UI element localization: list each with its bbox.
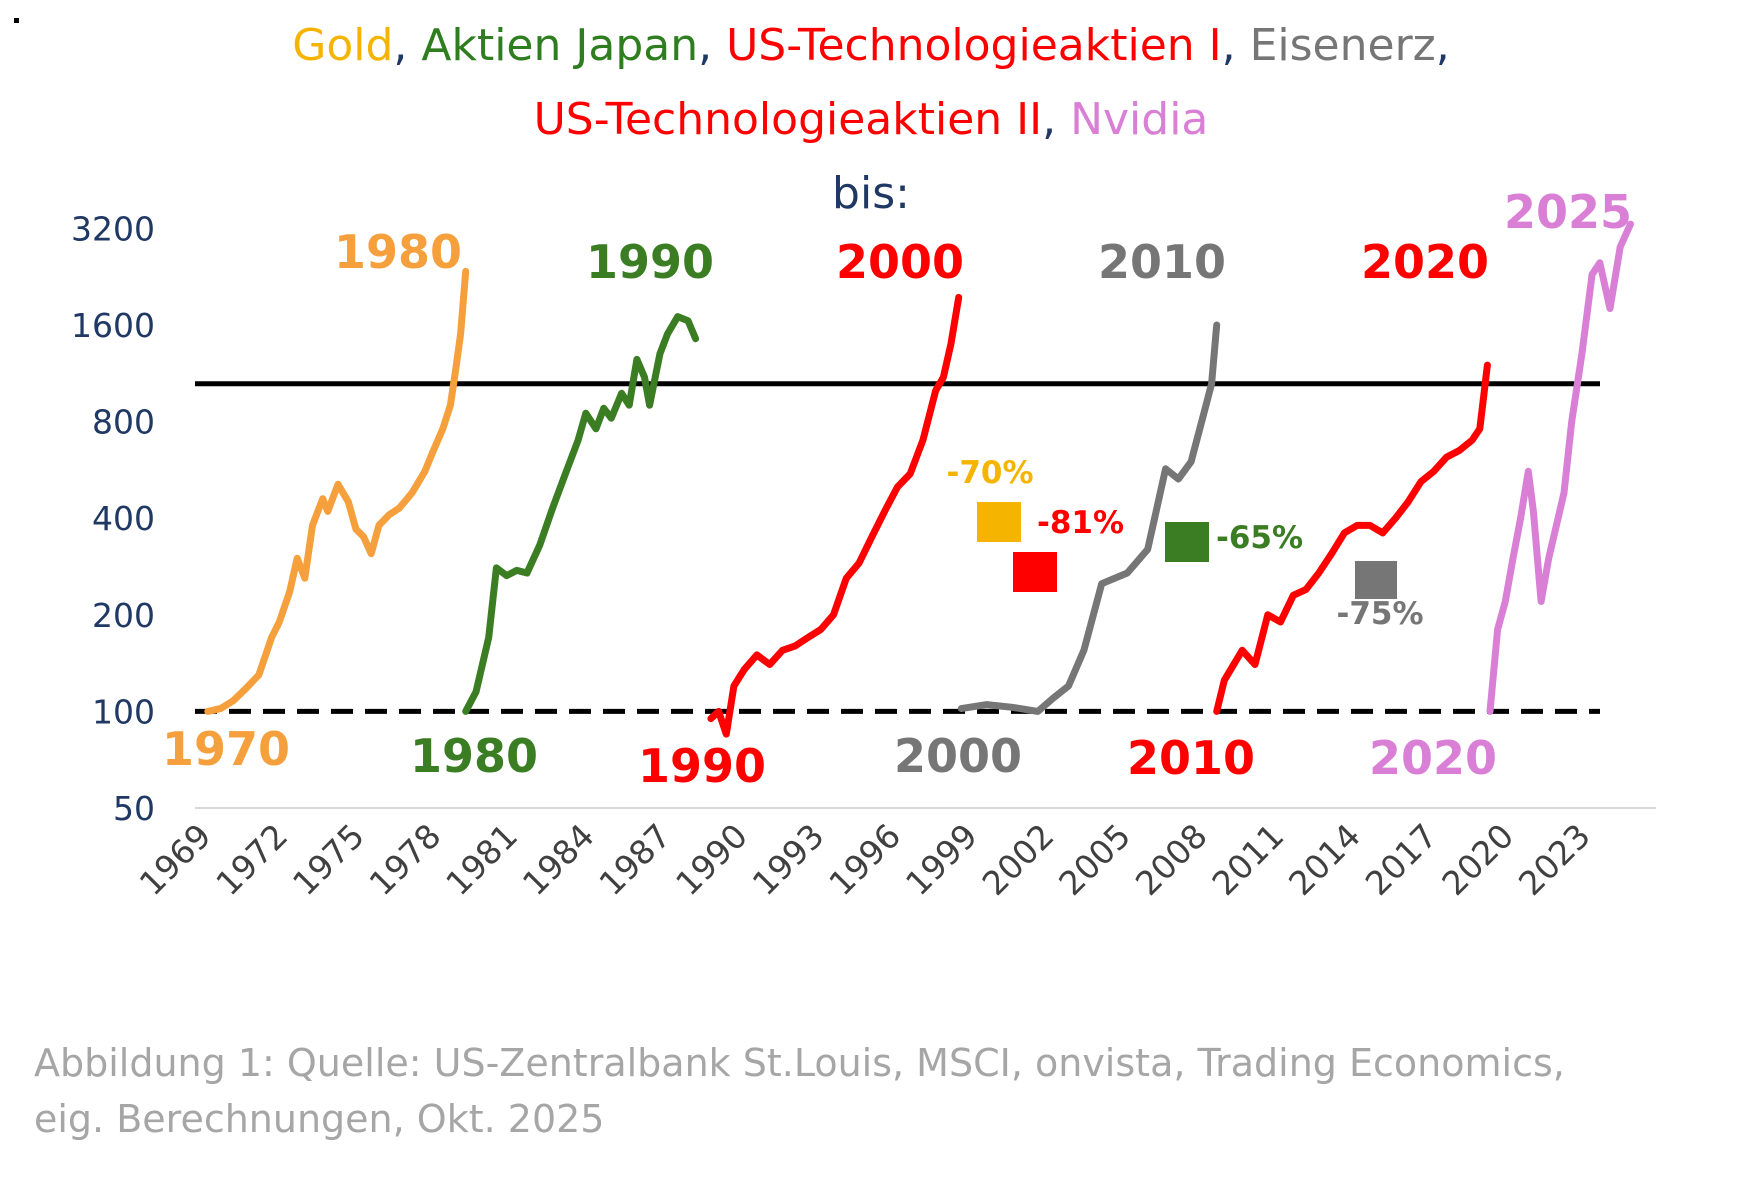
series-line [1486,220,1634,715]
series-line [1213,361,1491,715]
series-year-label: 2010 [1127,731,1255,785]
series-line [707,293,963,738]
series-year-label: 2000 [836,235,964,289]
drawdown-label: -65% [1216,520,1303,556]
title-segment: , [393,20,422,71]
y-tick-label: 800 [92,403,155,442]
title-segment: , [1221,20,1250,71]
drawdown-marker [1355,561,1397,599]
x-tick-label: 2014 [1281,816,1368,903]
series-year-label: 1980 [410,729,538,783]
drawdown-marker [1013,552,1057,592]
x-tick-label: 2008 [1128,816,1215,903]
title-segment: US-Technologieaktien II [533,94,1043,145]
x-tick-label: 2023 [1511,816,1598,903]
series-year-label: 1980 [334,225,462,279]
series-year-label: 1990 [586,235,714,289]
x-tick-label: 1990 [668,816,755,903]
series-year-label: 1970 [162,722,290,776]
series-line [204,267,470,715]
chart-area: 5010020040080016003200196919721975197819… [71,185,1656,903]
y-tick-label: 200 [92,596,155,635]
x-tick-label: 2017 [1358,816,1445,903]
chart-title-line-2: US-Technologieaktien II, Nvidia [0,92,1742,148]
series-year-label: 2010 [1098,235,1226,289]
series-year-label: 2020 [1361,235,1489,289]
title-segment: , [698,20,727,71]
x-tick-label: 2011 [1204,816,1291,903]
drawdown-label: -81% [1037,505,1124,541]
x-tick-label: 1981 [438,816,525,903]
corner-dot [14,18,19,23]
series-year-label: 2020 [1369,731,1497,785]
x-tick-label: 1978 [362,816,449,903]
drawdown-marker [1165,522,1209,562]
caption-line-1: Abbildung 1: Quelle: US-Zentralbank St.L… [34,1041,1565,1085]
drawdown-label: -70% [946,455,1033,491]
x-tick-label: 2020 [1434,816,1521,903]
chart-title-line-3: bis: [832,168,910,219]
series-year-label: 1990 [638,739,766,793]
y-tick-label: 50 [113,789,155,828]
x-tick-label: 1987 [591,816,678,903]
title-segment: Eisenerz [1249,20,1436,71]
title-segment: Aktien Japan [421,20,699,71]
figure-caption: Abbildung 1: Quelle: US-Zentralbank St.L… [34,1035,1714,1147]
y-tick-label: 1600 [71,306,155,345]
title-segment: Gold [292,20,394,71]
x-tick-label: 1972 [208,816,295,903]
title-segment: , [1435,20,1450,71]
y-tick-label: 400 [92,499,155,538]
x-tick-label: 2005 [1051,816,1138,903]
drawdown-marker [977,502,1021,542]
series-year-label: 2000 [894,729,1022,783]
title-segment: Nvidia [1070,94,1209,145]
x-tick-label: 1993 [745,816,832,903]
drawdown-label: -75% [1336,596,1423,632]
x-tick-label: 1969 [132,816,219,903]
caption-line-2: eig. Berechnungen, Okt. 2025 [34,1097,605,1141]
x-tick-label: 2002 [975,816,1062,903]
chart-title-line-1: Gold, Aktien Japan, US-Technologieaktien… [0,18,1742,74]
series-line [462,313,700,715]
y-tick-label: 100 [92,692,155,731]
x-tick-label: 1996 [821,816,908,903]
title-segment: , [1042,94,1071,145]
x-tick-label: 1975 [285,816,372,903]
series-line [957,321,1221,715]
x-tick-label: 1999 [898,816,985,903]
y-tick-label: 3200 [71,209,155,248]
series-year-label: 2025 [1504,185,1632,239]
x-tick-label: 1984 [515,816,602,903]
title-segment: US-Technologieaktien I [726,20,1222,71]
